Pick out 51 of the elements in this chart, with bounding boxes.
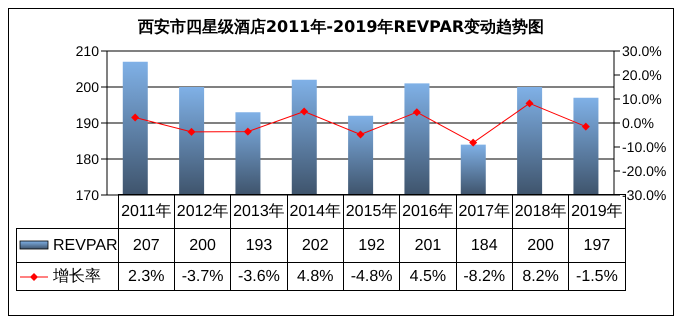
data-label: 2.3%: [118, 262, 174, 290]
x-tick-label: 2015年: [343, 194, 400, 228]
point: [526, 99, 534, 108]
chart-title: 西安市四星级酒店2011年-2019年REVPAR变动趋势图: [136, 17, 546, 38]
y2-tick-label: 30.0%: [622, 42, 662, 59]
data-label: -8.2%: [456, 262, 512, 290]
point: [582, 122, 590, 131]
data-label: 184: [456, 228, 512, 262]
data-label: -3.6%: [230, 262, 288, 290]
data-label: -1.5%: [568, 262, 626, 290]
point: [300, 107, 308, 116]
x-tick-label: 2011年: [118, 194, 174, 228]
y2-tick-label: -20.0%: [622, 162, 666, 179]
y-tick-label: 200: [76, 78, 100, 95]
data-label: -3.7%: [174, 262, 231, 290]
point: [356, 130, 364, 139]
data-label: -4.8%: [343, 262, 400, 290]
y2-tick-label: 0.0%: [622, 114, 654, 131]
y-tick-label: 170: [76, 186, 100, 203]
y-tick-label: 190: [76, 114, 100, 131]
data-label: 200: [174, 228, 231, 262]
point: [131, 113, 140, 122]
y2-tick-label: 20.0%: [622, 66, 662, 83]
data-label: 193: [230, 228, 288, 262]
data-label: 197: [568, 228, 626, 262]
y2-tick-label: 10.0%: [622, 90, 662, 107]
y2-tick-label: -10.0%: [622, 138, 666, 155]
data-label: 200: [512, 228, 569, 262]
data-label: 4.8%: [287, 262, 344, 290]
data-label: 8.2%: [512, 262, 569, 290]
data-label: 4.5%: [400, 262, 456, 290]
y-tick-label: 180: [76, 150, 100, 167]
data-label: 207: [118, 228, 174, 262]
x-tick-label: 2012年: [174, 194, 231, 228]
y2-tick-label: -30.0%: [622, 186, 666, 203]
point: [244, 128, 252, 136]
x-tick-label: 2014年: [287, 194, 344, 228]
point: [412, 108, 421, 116]
x-tick-label: 2013年: [230, 194, 288, 228]
legend-label: REVPAR: [16, 228, 118, 262]
x-tick-label: 2017年: [456, 194, 512, 228]
x-tick-label: 2018年: [512, 194, 569, 228]
point: [188, 128, 196, 136]
x-tick-label: 2016年: [400, 194, 456, 228]
legend-label: 增长率: [16, 262, 118, 290]
x-tick-label: 2019年: [571, 203, 623, 220]
y-tick-label: 210: [76, 42, 100, 59]
point: [469, 138, 478, 147]
data-label: 201: [400, 228, 456, 262]
data-label: 202: [287, 228, 344, 262]
data-label: 192: [343, 228, 400, 262]
